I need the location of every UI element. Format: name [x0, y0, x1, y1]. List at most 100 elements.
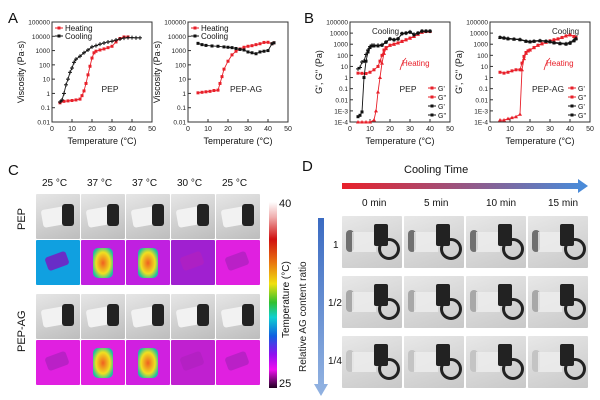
y-tick-label: 10	[43, 77, 51, 84]
cooling-time-label: 15 min	[548, 198, 579, 209]
data-point	[528, 40, 532, 44]
plot-frame	[489, 21, 591, 123]
data-point	[518, 38, 522, 42]
y-tick-label: 1000	[474, 42, 489, 49]
data-point	[356, 120, 360, 124]
data-point	[210, 44, 214, 48]
data-point	[368, 70, 372, 74]
colorbar-max: 40	[279, 198, 292, 210]
data-point	[272, 41, 276, 45]
data-point	[556, 37, 560, 41]
temperature-label: 30 °C	[177, 178, 203, 189]
legend-label: G''	[578, 113, 586, 120]
legend-marker	[430, 95, 434, 99]
thermal-image	[36, 340, 80, 385]
y-tick-label: 1E-4	[474, 120, 488, 127]
data-point	[538, 39, 542, 43]
colorbar-label: Temperature (°C)	[281, 261, 292, 338]
y-axis-label: Viscosity (Pa·s)	[16, 41, 26, 103]
vial-photo	[126, 194, 170, 239]
vial-photo	[216, 194, 260, 239]
data-point	[110, 44, 114, 48]
data-point	[376, 64, 380, 68]
panel-d: Cooling Time 0 min 5 min 10 min 15 min Rela…	[298, 160, 600, 400]
data-point	[212, 89, 216, 93]
legend-marker	[193, 34, 197, 38]
row-label-pepag: PEP-AG	[16, 310, 28, 352]
data-point	[572, 34, 576, 38]
ag-ratio-value: 1/4	[328, 356, 342, 367]
legend-marker	[570, 86, 574, 90]
data-point	[548, 40, 552, 44]
data-point	[266, 40, 270, 44]
data-point	[378, 59, 382, 63]
x-tick-label: 50	[284, 126, 292, 133]
data-point	[364, 120, 368, 124]
data-point	[216, 44, 220, 48]
x-tick-label: 30	[406, 126, 414, 133]
y-tick-label: 1E-3	[474, 108, 488, 115]
y-tick-label: 0.1	[177, 105, 186, 112]
data-point	[528, 48, 532, 52]
data-point	[506, 70, 510, 74]
temperature-label: 37 °C	[132, 178, 158, 189]
panel-c: 25 °C 37 °C 37 °C 30 °C 25 °C PEP PEP-AG 40 …	[0, 170, 300, 400]
data-point	[200, 43, 204, 47]
sample-annotation: PEP	[399, 84, 416, 94]
legend-label: G''	[438, 113, 446, 120]
data-point	[520, 61, 524, 65]
x-tick-label: 10	[506, 126, 514, 133]
data-point	[514, 68, 518, 72]
data-point	[234, 46, 238, 50]
data-point	[498, 118, 502, 122]
data-point	[498, 36, 502, 40]
vial-photo	[81, 294, 125, 339]
x-tick-label: 30	[108, 126, 116, 133]
legend-marker	[57, 34, 61, 38]
data-point	[86, 73, 90, 77]
data-point	[544, 39, 548, 43]
y-tick-label: 1	[344, 75, 348, 82]
y-axis-label: Viscosity (Pa·s)	[152, 41, 162, 103]
data-point	[358, 113, 362, 117]
thermal-image	[126, 240, 170, 285]
data-point	[98, 48, 102, 52]
x-tick-label: 10	[204, 126, 212, 133]
heating-arrow	[399, 57, 407, 71]
sample-annotation: PEP-AG	[532, 84, 564, 94]
data-point	[222, 67, 226, 71]
series-line	[500, 34, 577, 121]
data-point	[360, 110, 364, 114]
vial-photo	[36, 194, 80, 239]
data-point	[382, 48, 386, 52]
data-point	[74, 98, 78, 102]
y-tick-label: 0.01	[335, 97, 348, 104]
data-point	[362, 76, 366, 80]
data-point	[222, 45, 226, 49]
data-point	[204, 90, 208, 94]
heating-annotation: Heating	[402, 59, 430, 68]
data-point	[558, 42, 562, 46]
data-point	[552, 38, 556, 42]
data-point	[70, 98, 74, 102]
legend-label: G''	[578, 95, 586, 102]
data-point	[532, 46, 536, 50]
chart-pepag-viscosity: 0 10 20 30 40 50 0.01 0.1 1 10 100 1000 10000 100000 T…	[152, 20, 292, 147]
data-point	[524, 39, 528, 43]
data-point	[246, 44, 250, 48]
data-point	[78, 97, 82, 101]
x-axis-label: Temperature (°C)	[67, 136, 136, 146]
data-point	[572, 39, 576, 43]
data-point	[226, 45, 230, 49]
data-point	[266, 49, 270, 53]
temperature-colorbar	[269, 202, 277, 388]
data-point	[564, 34, 568, 38]
y-tick-label: 10000	[168, 34, 186, 41]
data-point	[88, 64, 92, 68]
data-point	[262, 40, 266, 44]
data-point	[356, 115, 360, 119]
ag-ratio-value: 1/2	[328, 298, 342, 309]
y-tick-label: 100	[337, 53, 348, 60]
y-tick-label: 0.1	[41, 105, 50, 112]
y-tick-label: 1	[182, 91, 186, 98]
